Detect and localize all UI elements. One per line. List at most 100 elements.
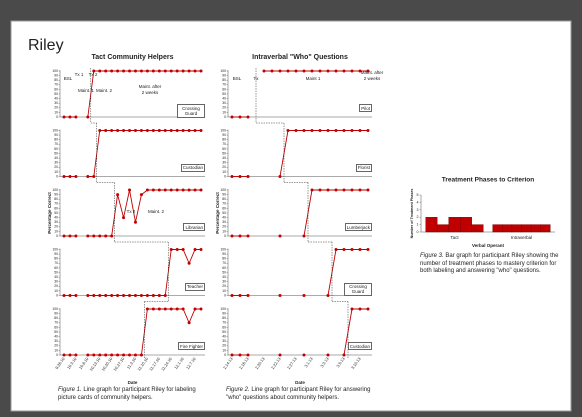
y-tick-label: 0	[224, 293, 226, 297]
data-point	[133, 220, 137, 224]
data-point	[157, 69, 161, 73]
data-point	[193, 188, 197, 192]
data-point	[278, 175, 282, 178]
y-tick-label: 80	[222, 197, 226, 201]
phase-label: Tx	[253, 76, 259, 81]
y-tick-label: 40	[222, 334, 226, 338]
data-point	[145, 294, 149, 297]
data-point	[302, 234, 306, 238]
phase-label: BSL	[63, 76, 73, 81]
data-point	[230, 175, 234, 178]
data-point	[230, 234, 234, 238]
figure-caption: Figure 2. Line graph for participant Ril…	[226, 387, 376, 402]
data-point	[366, 188, 370, 192]
y-tick-label: 100	[220, 128, 226, 132]
data-point	[92, 69, 96, 73]
data-point	[68, 294, 72, 297]
data-point	[92, 234, 96, 238]
data-point	[294, 69, 298, 73]
phase-label: Tx 1	[74, 72, 84, 77]
x-tick-label: Tact	[450, 235, 459, 240]
y-tick-label: 70	[222, 83, 226, 87]
bar	[530, 224, 541, 233]
figure-caption: Figure 1. Line graph for participant Ril…	[58, 387, 208, 402]
y-tick-label: 10	[54, 289, 58, 293]
data-point	[181, 69, 185, 73]
y-tick-label: 90	[222, 192, 226, 196]
data-point	[366, 307, 370, 311]
y-tick-label: 40	[222, 96, 226, 100]
data-point	[122, 69, 126, 73]
data-point	[342, 248, 346, 251]
slide-title: Riley	[28, 37, 64, 54]
x-axis-label: Date	[128, 380, 138, 385]
y-tick-label: 30	[222, 161, 226, 165]
data-point	[246, 294, 250, 297]
data-point	[62, 115, 66, 119]
data-point	[334, 248, 338, 251]
data-point	[98, 294, 102, 297]
data-point	[145, 188, 149, 192]
y-axis-label: Number of Treatment Phases	[410, 189, 414, 239]
y-tick-label: 10	[54, 348, 58, 352]
panel-label: Fire Fighter	[177, 342, 205, 351]
data-point	[110, 129, 114, 132]
data-point	[294, 129, 298, 132]
data-point	[139, 129, 143, 132]
y-tick-label: 100	[52, 128, 58, 132]
panel-label: Lumberjack	[344, 223, 372, 232]
y-tick-label: 100	[220, 247, 226, 251]
caption-label: Figure 2.	[226, 387, 250, 393]
y-tick-label: 50	[222, 330, 226, 334]
data-point	[358, 129, 362, 132]
chart-title: Treatment Phases to Criterion	[442, 177, 534, 184]
data-point	[278, 353, 282, 357]
data-point	[310, 129, 314, 132]
y-tick-label: 0	[224, 115, 226, 119]
data-point	[133, 353, 137, 357]
data-point	[68, 175, 72, 178]
y-tick-label: 60	[54, 147, 58, 151]
data-point	[68, 353, 72, 357]
y-tick-label: 80	[222, 138, 226, 142]
data-point	[199, 69, 203, 73]
data-point	[151, 294, 155, 297]
data-point	[110, 234, 114, 238]
data-point	[110, 353, 114, 357]
data-point	[334, 69, 338, 73]
y-tick-label: 0	[56, 353, 58, 357]
data-point	[230, 115, 234, 119]
y-tick-label: 50	[222, 151, 226, 155]
data-point	[169, 188, 173, 192]
data-point	[175, 307, 179, 311]
data-point	[163, 69, 167, 73]
x-tick-label: Intraverbal	[511, 235, 532, 240]
y-tick-label: 30	[222, 101, 226, 105]
data-point	[133, 294, 137, 297]
y-axis-label: Percentage Correct	[47, 192, 52, 234]
data-point	[302, 353, 306, 357]
data-point	[286, 69, 290, 73]
y-tick-label: 50	[222, 92, 226, 96]
data-point	[350, 248, 354, 251]
y-tick-label: 50	[54, 211, 58, 215]
y-tick-label: 10	[54, 229, 58, 233]
data-point	[169, 129, 173, 132]
x-tick-label: 3.5.13	[335, 356, 346, 369]
data-point	[151, 188, 155, 192]
y-tick-label: 50	[222, 211, 226, 215]
bar	[521, 224, 532, 233]
bar	[460, 216, 472, 233]
y-tick-label: 90	[54, 192, 58, 196]
data-point	[342, 129, 346, 132]
data-point	[326, 188, 330, 192]
data-point	[358, 307, 362, 311]
y-tick-label: 90	[54, 73, 58, 77]
y-tick-label: 60	[222, 325, 226, 329]
data-point	[98, 129, 102, 132]
bar	[471, 224, 484, 233]
data-point	[98, 353, 102, 357]
data-point	[128, 353, 132, 357]
